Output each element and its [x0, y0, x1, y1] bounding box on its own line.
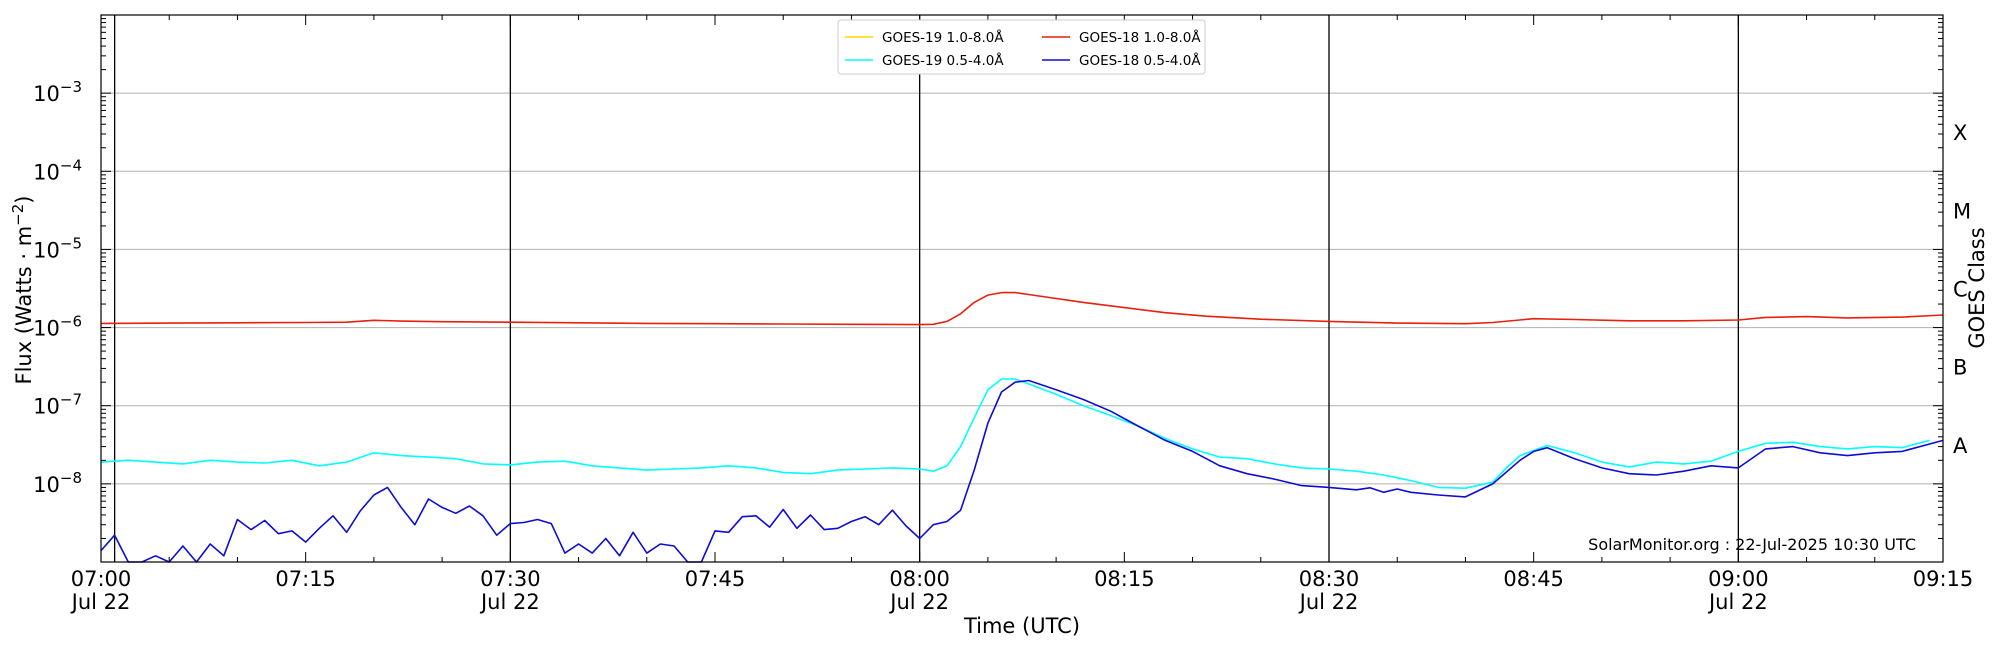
- goes-class-label: C: [1953, 278, 1968, 302]
- x-tick-label: 08:45: [1503, 567, 1564, 591]
- y-tick-label: 10−4: [33, 156, 82, 184]
- x-axis-title: Time (UTC): [963, 614, 1080, 638]
- y-tick-label: 10−7: [33, 391, 82, 419]
- x-tick-label: 08:15: [1094, 567, 1155, 591]
- y-axis-title: Flux (Watts · m−2): [9, 195, 36, 384]
- legend-label: GOES-18 1.0-8.0Å: [1079, 29, 1201, 46]
- legend-label: GOES-19 1.0-8.0Å: [882, 29, 1004, 46]
- x-tick-label: 08:00: [889, 567, 950, 591]
- legend: GOES-19 1.0-8.0Å GOES-19 0.5-4.0Å GOES-18 …: [837, 19, 1206, 75]
- x-tick-label: 07:00: [71, 567, 132, 591]
- x-tick-label: 07:45: [685, 567, 746, 591]
- x-tick-label: 09:15: [1913, 567, 1974, 591]
- x-tick-label: 07:15: [275, 567, 336, 591]
- x-tick-date-label: Jul 22: [1298, 590, 1359, 614]
- legend-items: GOES-19 1.0-8.0Å GOES-19 0.5-4.0Å GOES-18 …: [845, 29, 1201, 69]
- legend-label: GOES-18 0.5-4.0Å: [1079, 52, 1201, 69]
- vertical-lines-layer: [113, 15, 1739, 562]
- y-tick-label: 10−3: [33, 78, 82, 106]
- x-tick-date-label: Jul 22: [888, 590, 949, 614]
- legend-box: [837, 19, 1206, 75]
- plot-frame: [100, 14, 1944, 563]
- x-tick-date-label: Jul 22: [70, 590, 131, 614]
- x-tick-date-label: Jul 22: [1707, 590, 1768, 614]
- series-line-goes-19-0-5-4-0: [100, 378, 1930, 490]
- series-line-goes-18-1-0-8-0: [100, 291, 1944, 326]
- right-axis-title: GOES Class: [1965, 227, 1989, 348]
- y-tick-label: 10−8: [33, 469, 82, 497]
- series-layer: [100, 291, 1944, 563]
- goes-class-label: X: [1953, 121, 1967, 145]
- goes-class-label: B: [1953, 356, 1967, 380]
- y-tick-label: 10−6: [33, 313, 82, 341]
- credit-text: SolarMonitor.org : 22-Jul-2025 10:30 UTC: [1588, 535, 1916, 554]
- goes-class-label: A: [1953, 434, 1968, 458]
- x-tick-label: 09:00: [1708, 567, 1769, 591]
- x-tick-label: 07:30: [480, 567, 541, 591]
- x-tick-date-label: Jul 22: [479, 590, 540, 614]
- tick-layer: [100, 14, 1944, 563]
- legend-label: GOES-19 0.5-4.0Å: [882, 52, 1004, 69]
- series-line-goes-18-0-5-4-0: [100, 379, 1944, 563]
- y-tick-label: 10−5: [33, 234, 82, 262]
- x-tick-label: 08:30: [1299, 567, 1360, 591]
- goes-class-label: M: [1953, 199, 1971, 223]
- grid-layer: [101, 92, 1943, 485]
